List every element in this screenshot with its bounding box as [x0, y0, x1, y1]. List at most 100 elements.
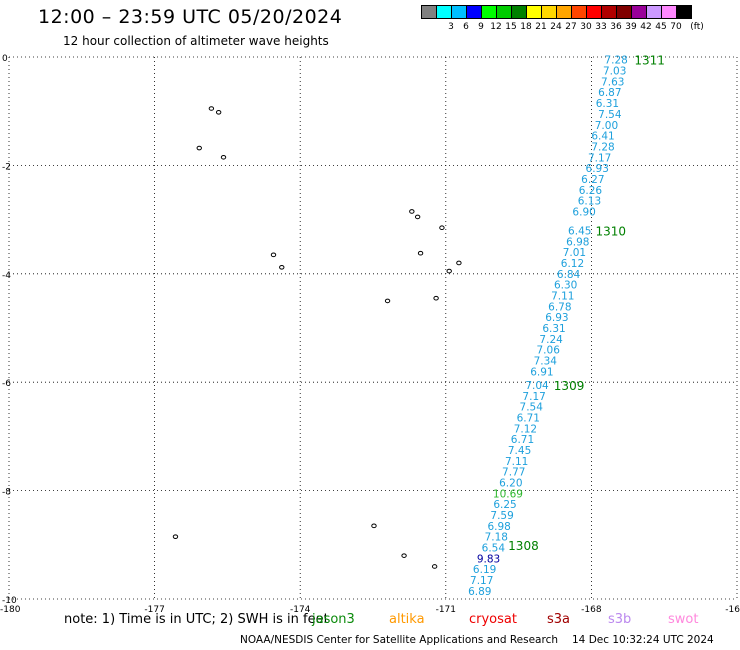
legend-label: 36	[610, 22, 622, 32]
wave-height-label: 6.84	[557, 269, 581, 281]
wave-height-label: 6.54	[482, 543, 506, 555]
wave-height-label: 6.71	[517, 412, 540, 424]
legend-label: 33	[595, 22, 607, 32]
island-outline	[220, 154, 227, 160]
wave-height-label: 6.98	[566, 236, 589, 248]
wave-height-label: 7.03	[603, 66, 626, 78]
island-outline	[208, 106, 215, 111]
wave-height-label: 6.31	[596, 98, 619, 110]
legend-color-bar	[421, 5, 692, 19]
wave-height-label: 7.12	[514, 423, 537, 435]
legend-label: 6	[463, 22, 469, 32]
x-tick-label: -180	[0, 605, 21, 615]
satellite-swot: swot	[668, 612, 699, 627]
legend-label: 9	[478, 22, 484, 32]
island-outline	[172, 534, 179, 539]
island-outline	[439, 225, 445, 231]
footer-credit: NOAA/NESDIS Center for Satellite Applica…	[240, 634, 558, 646]
map-title: 12:00 – 23:59 UTC 05/20/2024	[38, 6, 343, 28]
orbit-number-label: 1309	[554, 379, 585, 393]
x-tick-label: -177	[144, 605, 164, 615]
wave-height-label: 6.93	[545, 312, 568, 324]
legend-label: 15	[505, 22, 517, 32]
legend-label: 42	[640, 22, 652, 32]
island-outline	[414, 214, 421, 220]
x-tick-label: -171	[436, 605, 456, 615]
y-tick-label: -10	[2, 596, 17, 606]
wave-height-label: 7.28	[591, 141, 614, 153]
legend-label: 3	[448, 22, 454, 32]
wave-height-label: 6.19	[473, 564, 496, 576]
note-text: note: 1) Time is in UTC; 2) SWH is in fe…	[64, 612, 329, 627]
wave-height-label: 7.18	[485, 532, 508, 544]
legend-label: 39	[625, 22, 637, 32]
legend-unit: (ft)	[690, 22, 704, 32]
wave-height-label: 6.30	[554, 280, 577, 292]
legend-swatch	[676, 5, 692, 19]
island-outline	[215, 109, 222, 115]
legend-label: 30	[580, 22, 592, 32]
x-tick-label: -16	[725, 605, 740, 615]
wave-height-label: 6.13	[578, 196, 601, 208]
y-tick-label: -6	[2, 379, 11, 389]
wave-height-label: 7.77	[502, 467, 525, 479]
wave-height-label: 7.04	[525, 380, 549, 392]
wave-height-label: 7.17	[588, 152, 611, 164]
wave-height-legend: 3 6 9 12 15 18 21 24 27 30 33 36 39 42 45 70 (ft)	[421, 5, 704, 32]
island-outline	[409, 209, 415, 214]
wave-height-label: 6.87	[598, 87, 621, 99]
island-outline	[371, 523, 377, 529]
wave-height-label: 6.89	[468, 586, 491, 598]
footer-date: 14 Dec 10:32:24 UTC 2024	[572, 634, 714, 646]
wave-height-label: 10.69	[493, 488, 523, 500]
orbit-number-label: 1311	[634, 54, 665, 68]
satellite-jason3: jason3	[312, 612, 355, 627]
wave-height-label: 6.31	[542, 323, 565, 335]
y-tick-label: -2	[2, 162, 11, 172]
wave-height-label: 9.83	[477, 553, 500, 565]
wave-height-label: 7.17	[470, 575, 493, 587]
island-outline	[270, 252, 277, 258]
orbit-number-label: 1308	[508, 539, 539, 553]
wave-height-label: 7.54	[520, 402, 544, 414]
wave-height-label: 7.59	[490, 510, 513, 522]
wave-height-label: 6.41	[591, 131, 614, 143]
legend-label: 24	[550, 22, 562, 32]
island-outline	[431, 564, 438, 569]
wave-height-label: 7.45	[508, 445, 531, 457]
wave-height-label: 7.63	[601, 76, 624, 88]
y-tick-label: 0	[2, 54, 8, 64]
island-outline	[446, 268, 452, 274]
satellite-s3a: s3a	[547, 612, 571, 627]
wave-height-label: 7.54	[598, 109, 622, 121]
legend-label: 27	[565, 22, 577, 32]
x-tick-label: -174	[290, 605, 311, 615]
wave-height-label: 6.71	[511, 434, 534, 446]
island-outline	[401, 553, 407, 558]
wave-height-label: 6.26	[579, 185, 603, 197]
wave-height-label: 6.98	[487, 521, 510, 533]
wave-height-label: 6.25	[493, 499, 516, 511]
wave-height-label: 7.28	[604, 55, 627, 67]
wave-height-label: 6.93	[586, 163, 609, 175]
satellite-s3b: s3b	[608, 612, 632, 627]
wave-height-label: 6.45	[568, 225, 591, 237]
legend-labels: 3 6 9 12 15 18 21 24 27 30 33 36 39 42 45 70 (ft)	[421, 22, 740, 36]
wave-height-label: 6.20	[499, 477, 522, 489]
legend-label: 45	[655, 22, 667, 32]
wave-height-label: 6.27	[581, 174, 604, 186]
legend-label: 12	[490, 22, 502, 32]
wave-height-label: 7.34	[534, 356, 558, 368]
island-outline	[196, 145, 202, 151]
legend-label: 21	[535, 22, 547, 32]
island-outline	[456, 260, 462, 266]
y-tick-label: -4	[2, 271, 11, 281]
wave-height-label: 7.00	[595, 120, 618, 132]
satellite-altika: altika	[389, 612, 425, 627]
map-subtitle: 12 hour collection of altimeter wave hei…	[63, 34, 329, 48]
wave-height-label: 6.91	[530, 366, 553, 378]
island-outline	[279, 264, 285, 270]
island-outline	[433, 295, 439, 301]
wave-height-label: 6.90	[572, 206, 595, 218]
